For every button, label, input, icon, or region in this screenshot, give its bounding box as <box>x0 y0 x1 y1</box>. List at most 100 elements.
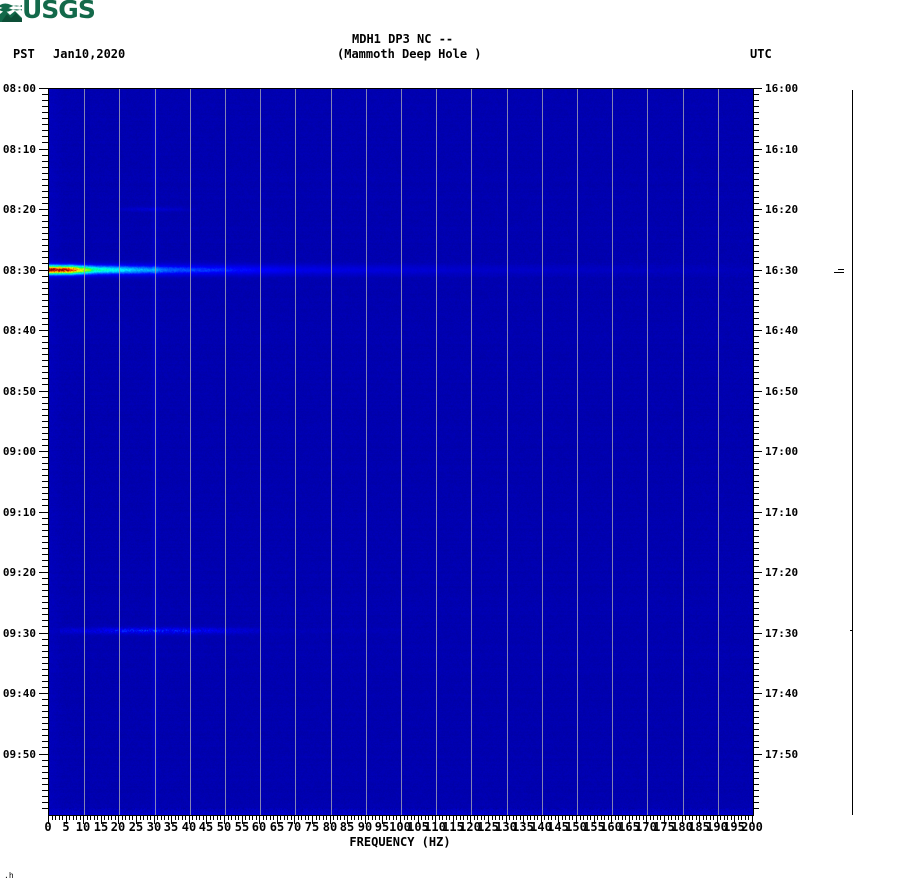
pst-tick-minor-tick <box>42 499 48 500</box>
station-title-line1: MDH1 DP3 NC -- <box>352 32 454 46</box>
freq-minor-tick <box>643 815 644 820</box>
freq-major-tick <box>312 815 313 824</box>
freq-minor-tick <box>692 815 693 820</box>
utc-tick-label: 16:00 <box>765 82 799 95</box>
pst-tick-minor-tick <box>42 185 48 186</box>
freq-tick-label: 175 <box>653 820 675 834</box>
freq-minor-tick <box>516 815 517 820</box>
pst-tick-minor-tick <box>42 112 48 113</box>
freq-minor-tick <box>333 815 334 820</box>
pst-tick-minor-tick <box>42 469 48 470</box>
freq-minor-tick <box>428 815 429 820</box>
freq-minor-tick <box>280 815 281 820</box>
freq-minor-tick <box>671 815 672 820</box>
freq-tick-label: 95 <box>374 820 390 834</box>
utc-tick-label: 17:10 <box>765 506 799 519</box>
utc-tick-minor-tick <box>753 366 759 367</box>
pst-tick-major-tick <box>39 88 48 89</box>
utc-tick-minor-tick <box>753 348 759 349</box>
freq-minor-tick <box>245 815 246 820</box>
utc-tick-minor-tick <box>753 203 759 204</box>
pst-tick-minor-tick <box>42 378 48 379</box>
utc-tick-minor-tick <box>753 784 759 785</box>
pst-tick-label: 08:20 <box>2 203 36 216</box>
freq-minor-tick <box>710 815 711 820</box>
pst-tick-minor-tick <box>42 796 48 797</box>
pst-tick-major-tick <box>39 330 48 331</box>
amplitude-trace-panel <box>820 90 890 815</box>
freq-minor-tick <box>608 815 609 820</box>
spectrogram-plot[interactable] <box>48 88 754 816</box>
freq-tick-label: 130 <box>495 820 517 834</box>
freq-minor-tick <box>108 815 109 820</box>
freq-tick-label: 60 <box>251 820 267 834</box>
freq-minor-tick <box>182 815 183 820</box>
freq-major-tick <box>48 815 49 824</box>
pst-tick-minor-tick <box>42 445 48 446</box>
pst-tick-minor-tick <box>42 251 48 252</box>
utc-tick-minor-tick <box>753 94 759 95</box>
freq-minor-tick <box>273 815 274 820</box>
freq-tick-label: 65 <box>269 820 285 834</box>
pst-tick-minor-tick <box>42 481 48 482</box>
freq-minor-tick <box>509 815 510 820</box>
pst-tick-minor-tick <box>42 524 48 525</box>
pst-tick-minor-tick <box>42 197 48 198</box>
utc-tick-minor-tick <box>753 687 759 688</box>
freq-minor-tick <box>632 815 633 820</box>
utc-tick-minor-tick <box>753 397 759 398</box>
pst-tick-minor-tick <box>42 263 48 264</box>
freq-major-tick <box>646 815 647 824</box>
freq-minor-tick <box>69 815 70 820</box>
pst-tick-minor-tick <box>42 790 48 791</box>
freq-minor-tick <box>449 815 450 820</box>
pst-tick-minor-tick <box>42 457 48 458</box>
freq-minor-tick <box>425 815 426 820</box>
freq-minor-tick <box>161 815 162 820</box>
freq-minor-tick <box>129 815 130 820</box>
freq-minor-tick <box>351 815 352 820</box>
freq-tick-label: 85 <box>339 820 355 834</box>
utc-tick-minor-tick <box>753 669 759 670</box>
freq-major-tick <box>242 815 243 824</box>
utc-tick-minor-tick <box>753 155 759 156</box>
x-axis-title: FREQUENCY (HZ) <box>349 835 451 849</box>
freq-minor-tick <box>125 815 126 820</box>
pst-tick-minor-tick <box>42 487 48 488</box>
pst-tick-minor-tick <box>42 427 48 428</box>
freq-minor-tick <box>565 815 566 820</box>
freq-minor-tick <box>228 815 229 820</box>
freq-major-tick <box>488 815 489 824</box>
pst-tick-minor-tick <box>42 463 48 464</box>
freq-minor-tick <box>368 815 369 820</box>
utc-tick-minor-tick <box>753 663 759 664</box>
pst-tick-minor-tick <box>42 687 48 688</box>
freq-tick-label: 135 <box>512 820 534 834</box>
freq-minor-tick <box>220 815 221 820</box>
pst-tick-minor-tick <box>42 130 48 131</box>
utc-tick-minor-tick <box>753 221 759 222</box>
utc-tick-minor-tick <box>753 197 759 198</box>
utc-tick-minor-tick <box>753 542 759 543</box>
freq-minor-tick <box>587 815 588 820</box>
pst-tick-minor-tick <box>42 191 48 192</box>
freq-tick-label: 20 <box>110 820 126 834</box>
freq-minor-tick <box>308 815 309 820</box>
freq-minor-tick <box>660 815 661 820</box>
freq-tick-label: 100 <box>389 820 411 834</box>
pst-tick-minor-tick <box>42 142 48 143</box>
pst-tick-minor-tick <box>42 681 48 682</box>
freq-major-tick <box>277 815 278 824</box>
utc-tick-major-tick <box>753 693 762 694</box>
freq-minor-tick <box>301 815 302 820</box>
pst-tick-minor-tick <box>42 227 48 228</box>
pst-tick-minor-tick <box>42 735 48 736</box>
utc-tick-minor-tick <box>753 106 759 107</box>
pst-tick-minor-tick <box>42 124 48 125</box>
freq-minor-tick <box>210 815 211 820</box>
timezone-left-label: PST <box>13 47 35 61</box>
freq-major-tick <box>558 815 559 824</box>
freq-major-tick <box>83 815 84 824</box>
pst-tick-minor-tick <box>42 505 48 506</box>
pst-tick-minor-tick <box>42 384 48 385</box>
